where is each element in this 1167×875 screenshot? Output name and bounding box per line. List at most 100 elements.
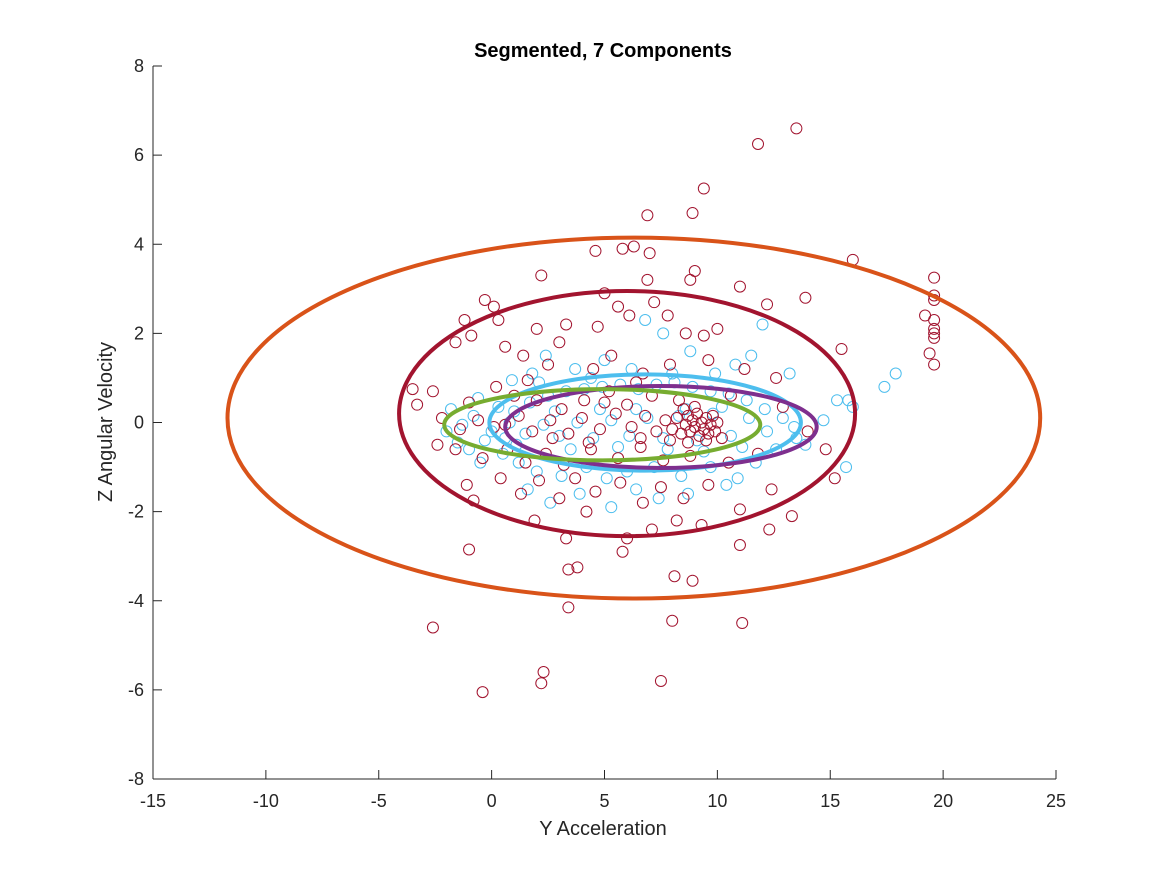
scatter-point (677, 403, 690, 416)
x-tick-label: -15 (140, 791, 166, 811)
scatter-point (702, 354, 715, 367)
scatter-point (666, 614, 679, 627)
component-ellipse (487, 372, 803, 473)
scatter-point (928, 358, 941, 371)
scatter-point (614, 476, 627, 489)
scatter-point (688, 400, 701, 413)
scatter-point (463, 543, 476, 556)
y-tick-label: 2 (134, 323, 144, 343)
scatter-point (682, 436, 695, 449)
y-tick-label: 6 (134, 145, 144, 165)
scatter-point (758, 403, 771, 416)
scatter-point (449, 443, 462, 456)
scatter-point (799, 291, 812, 304)
scatter-point (569, 472, 582, 485)
scatter-point (539, 349, 552, 362)
scatter-point (688, 264, 701, 277)
scatter-point (580, 505, 593, 518)
scatter-point (650, 425, 663, 438)
component-ellipse (442, 387, 763, 463)
scatter-point (537, 666, 550, 679)
scatter-point (542, 358, 555, 371)
scatter-point (616, 242, 629, 255)
y-tick-label: -8 (128, 769, 144, 789)
scatter-point (928, 271, 941, 284)
scatter-point (672, 409, 685, 422)
scatter-point (449, 336, 462, 349)
scatter-point (636, 496, 649, 509)
scatter-point (663, 434, 676, 447)
scatter-point (684, 345, 697, 358)
scatter-point (740, 394, 753, 407)
scatter-point (589, 485, 602, 498)
scatter-point (512, 456, 525, 469)
scatter-point (697, 329, 710, 342)
scatter-point (591, 320, 604, 333)
scatter-point (467, 409, 480, 422)
scatter-point (560, 532, 573, 545)
scatter-point (530, 322, 543, 335)
scatter-point (476, 452, 489, 465)
scatter-point (686, 574, 699, 587)
scatter-point (562, 563, 575, 576)
scatter-point (733, 539, 746, 552)
scatter-point (598, 396, 611, 409)
scatter-point (697, 423, 710, 436)
x-tick-label: 5 (599, 791, 609, 811)
scatter-point (605, 414, 618, 427)
x-tick-label: 0 (487, 791, 497, 811)
component-ellipse (503, 383, 819, 470)
scatter-point (573, 487, 586, 500)
scatter-point (609, 407, 622, 420)
scatter-point (819, 443, 832, 456)
scatter-point (535, 677, 548, 690)
scatter-point (700, 412, 713, 425)
scatter-point (478, 293, 491, 306)
scatter-point (426, 385, 439, 398)
scatter-point (828, 472, 841, 485)
scatter-point (675, 469, 688, 482)
scatter-point (598, 354, 611, 367)
scatter-point (657, 454, 670, 467)
scatter-point (514, 487, 527, 500)
scatter-point (476, 686, 489, 699)
scatter-point (584, 443, 597, 456)
scatter-point (923, 347, 936, 360)
scatter-point (553, 336, 566, 349)
scatter-point (564, 443, 577, 456)
ellipses-layer (225, 235, 1043, 601)
scatter-point (582, 436, 595, 449)
scatter-point (654, 674, 667, 687)
scatter-point (831, 394, 844, 407)
scatter-point (761, 298, 774, 311)
scatter-point (571, 416, 584, 429)
scatter-point (490, 380, 503, 393)
scatter-point (605, 501, 618, 514)
scatter-point (639, 409, 652, 422)
scatter-point (505, 374, 518, 387)
y-tick-label: 0 (134, 413, 144, 433)
scatter-point (668, 570, 681, 583)
scatter-point (517, 349, 530, 362)
scatter-point (605, 349, 618, 362)
scatter-point (657, 327, 670, 340)
scatter-point (555, 469, 568, 482)
scatter-point (928, 327, 941, 340)
scatter-point (553, 429, 566, 442)
scatter-point (571, 561, 584, 574)
component-ellipse (225, 235, 1043, 601)
scatter-point (639, 314, 652, 327)
scatter-point (702, 478, 715, 491)
scatter-point (623, 429, 636, 442)
scatter-point (682, 409, 695, 422)
scatter-point (641, 209, 654, 222)
scatter-point (560, 318, 573, 331)
scatter-point (731, 472, 744, 485)
y-tick-label: 8 (134, 56, 144, 76)
scatter-point (487, 300, 500, 313)
scatter-point (440, 425, 453, 438)
scatter-point (555, 403, 568, 416)
scatter-point (562, 601, 575, 614)
scatter-point (700, 434, 713, 447)
